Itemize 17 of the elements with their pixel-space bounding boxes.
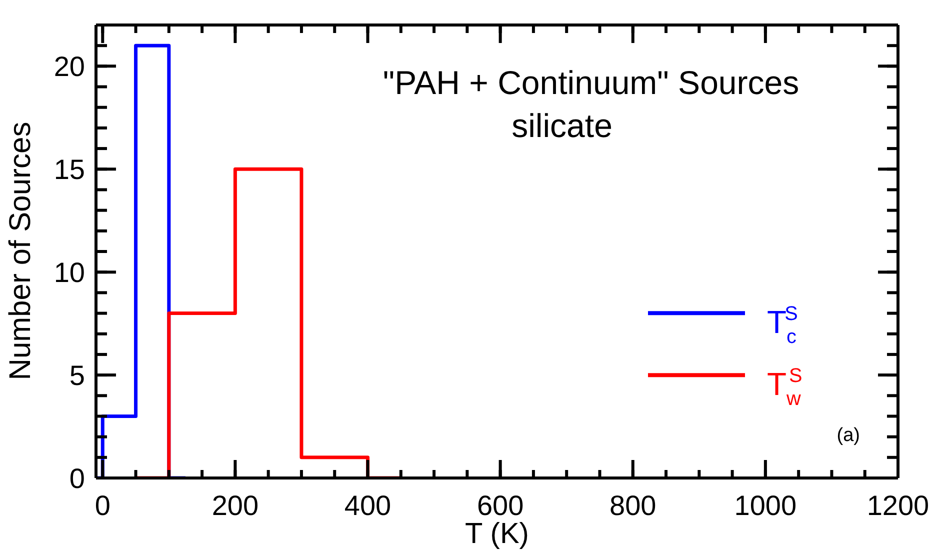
x-axis-title: T (K) [465,518,529,550]
text: silicate [512,107,612,144]
y-tick-label: 0 [69,462,85,494]
y-axis-title: Number of Sources [4,122,37,380]
y-tick-label: 15 [54,154,85,186]
x-tick-label: 1000 [734,490,797,521]
x-tick-label: 400 [344,490,392,521]
x-tick-label: 600 [476,490,524,521]
x-tick-label: 0 [94,490,110,521]
y-tick-label: 20 [54,51,85,82]
y-tick-label: 10 [54,257,85,288]
x-tick-label: 1200 [866,490,930,521]
annotation: (a) [836,425,860,446]
y-tick-label: 5 [69,360,85,391]
text: "PAH + Continuum" Sources [382,64,800,101]
x-tick-label: 800 [610,490,656,521]
x-tick-label: 200 [212,490,259,521]
